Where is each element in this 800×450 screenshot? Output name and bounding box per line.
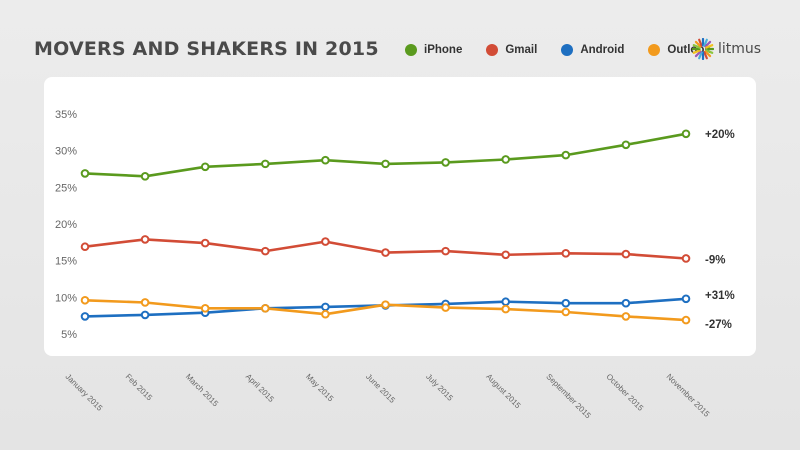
end-label-gmail: -9% xyxy=(705,254,725,266)
y-tick-label: 35% xyxy=(55,109,77,121)
data-point-iphone xyxy=(441,158,450,167)
x-tick-label: April 2015 xyxy=(244,372,276,404)
data-point-gmail xyxy=(381,248,390,257)
data-point-iphone xyxy=(561,150,571,160)
x-tick-label: January 2015 xyxy=(64,372,105,413)
brand: litmus xyxy=(692,38,761,60)
data-point-gmail xyxy=(321,237,330,246)
y-tick-label: 10% xyxy=(55,292,77,304)
data-point-outlook xyxy=(200,304,210,313)
series-gmail xyxy=(80,235,691,263)
data-point-iphone xyxy=(621,140,631,150)
data-point-outlook xyxy=(501,304,511,314)
data-point-outlook xyxy=(381,300,390,309)
data-point-gmail xyxy=(501,250,511,260)
litmus-logo-icon xyxy=(692,38,714,60)
x-tick-label: Feb 2015 xyxy=(124,372,155,403)
x-tick-label: August 2015 xyxy=(484,372,523,411)
data-point-outlook xyxy=(561,307,571,317)
legend-item-iphone: iPhone xyxy=(405,44,462,56)
data-point-android xyxy=(561,298,571,308)
legend-swatch xyxy=(405,44,417,56)
y-tick-label: 20% xyxy=(55,219,77,231)
legend-swatch xyxy=(561,44,574,56)
series-outlook xyxy=(80,295,691,325)
x-tick-label: March 2015 xyxy=(184,372,221,409)
data-point-gmail xyxy=(621,249,631,259)
y-tick-label: 25% xyxy=(55,182,77,194)
legend-label: iPhone xyxy=(424,44,463,56)
y-tick-label: 15% xyxy=(55,256,77,268)
data-point-android xyxy=(321,302,330,312)
data-point-gmail xyxy=(681,254,691,263)
x-tick-label: May 2015 xyxy=(304,372,336,404)
x-tick-label: November 2015 xyxy=(665,372,712,419)
y-tick-label: 5% xyxy=(61,329,77,341)
x-tick-label: July 2015 xyxy=(424,372,455,403)
data-point-android xyxy=(80,312,90,321)
data-point-gmail xyxy=(200,238,210,248)
data-point-gmail xyxy=(261,246,270,256)
data-point-outlook xyxy=(441,303,450,312)
data-point-outlook xyxy=(140,298,150,307)
data-point-iphone xyxy=(681,129,691,139)
x-tick-label: June 2015 xyxy=(364,372,397,405)
data-point-gmail xyxy=(561,249,571,258)
y-tick-label: 30% xyxy=(55,146,77,158)
data-point-outlook xyxy=(621,312,631,321)
data-point-iphone xyxy=(140,172,150,181)
legend-label: Android xyxy=(580,44,625,56)
data-point-iphone xyxy=(80,169,90,178)
data-point-outlook xyxy=(80,295,90,305)
end-label-iphone: +20% xyxy=(705,129,735,141)
data-point-android xyxy=(140,310,150,320)
legend-swatch xyxy=(648,44,661,56)
legend-item-gmail: Gmail xyxy=(486,44,537,56)
data-point-iphone xyxy=(200,162,210,172)
end-label-outlook: -27% xyxy=(705,319,732,331)
end-label-android: +31% xyxy=(705,290,735,302)
data-point-gmail xyxy=(140,235,150,244)
data-point-iphone xyxy=(381,159,390,169)
data-point-iphone xyxy=(321,155,330,165)
data-point-outlook xyxy=(321,309,330,319)
brand-name: litmus xyxy=(718,41,762,57)
series-line-iphone xyxy=(84,132,687,178)
x-tick-label: October 2015 xyxy=(604,372,645,413)
legend-item-android: Android xyxy=(561,44,624,56)
series-iphone xyxy=(80,129,691,181)
legend-swatch xyxy=(486,44,499,56)
data-point-iphone xyxy=(261,159,270,169)
chart-panel xyxy=(44,77,756,356)
data-point-outlook xyxy=(261,304,270,313)
x-tick-label: September 2015 xyxy=(544,372,593,421)
data-point-android xyxy=(681,294,691,304)
chart-title: MOVERS AND SHAKERS IN 2015 xyxy=(34,38,379,60)
data-point-android xyxy=(621,298,631,308)
data-point-gmail xyxy=(80,242,90,252)
legend-label: Gmail xyxy=(505,44,538,56)
data-point-outlook xyxy=(681,315,691,325)
data-point-gmail xyxy=(441,246,450,256)
data-point-iphone xyxy=(501,155,511,164)
data-point-android xyxy=(501,297,511,307)
